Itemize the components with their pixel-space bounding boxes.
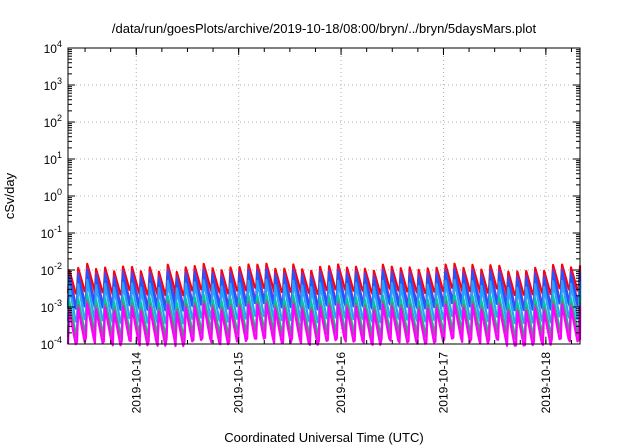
y-tick-exponent: -3 [54,298,62,308]
y-tick-label: 104 [44,39,62,56]
y-tick-label: 103 [44,76,62,93]
y-tick-label: 10-4 [41,335,62,352]
chart-title: /data/run/goesPlots/archive/2019-10-18/0… [112,21,537,36]
x-tick-label: 2019-10-16 [334,352,348,414]
series-line-7 [66,302,582,348]
y-tick-exponent: 2 [57,113,62,123]
y-tick-exponent: 3 [57,76,62,86]
y-axis-title: cSv/day [2,172,17,219]
y-tick-exponent: 0 [57,187,62,197]
x-tick-label: 2019-10-15 [232,352,246,414]
x-tick-label: 2019-10-14 [129,352,143,414]
y-tick-label: 10-2 [41,261,62,278]
y-tick-exponent: -2 [54,261,62,271]
y-tick-label: 10-3 [41,298,62,315]
x-tick-label: 2019-10-18 [539,352,553,414]
y-tick-label: 100 [44,187,62,204]
y-tick-label: 10-1 [41,224,62,241]
y-tick-exponent: -4 [54,335,62,345]
x-tick-label: 2019-10-17 [436,352,450,414]
y-tick-label: 101 [44,150,62,167]
y-tick-exponent: -1 [54,224,62,234]
plot-frame [67,47,581,345]
axes: 10-410-310-210-11001011021031042019-10-1… [41,39,580,413]
y-tick-exponent: 4 [57,39,62,49]
series-group [66,262,582,348]
y-tick-label: 102 [44,113,62,130]
y-tick-exponent: 1 [57,150,62,160]
x-axis-title: Coordinated Universal Time (UTC) [224,430,423,445]
